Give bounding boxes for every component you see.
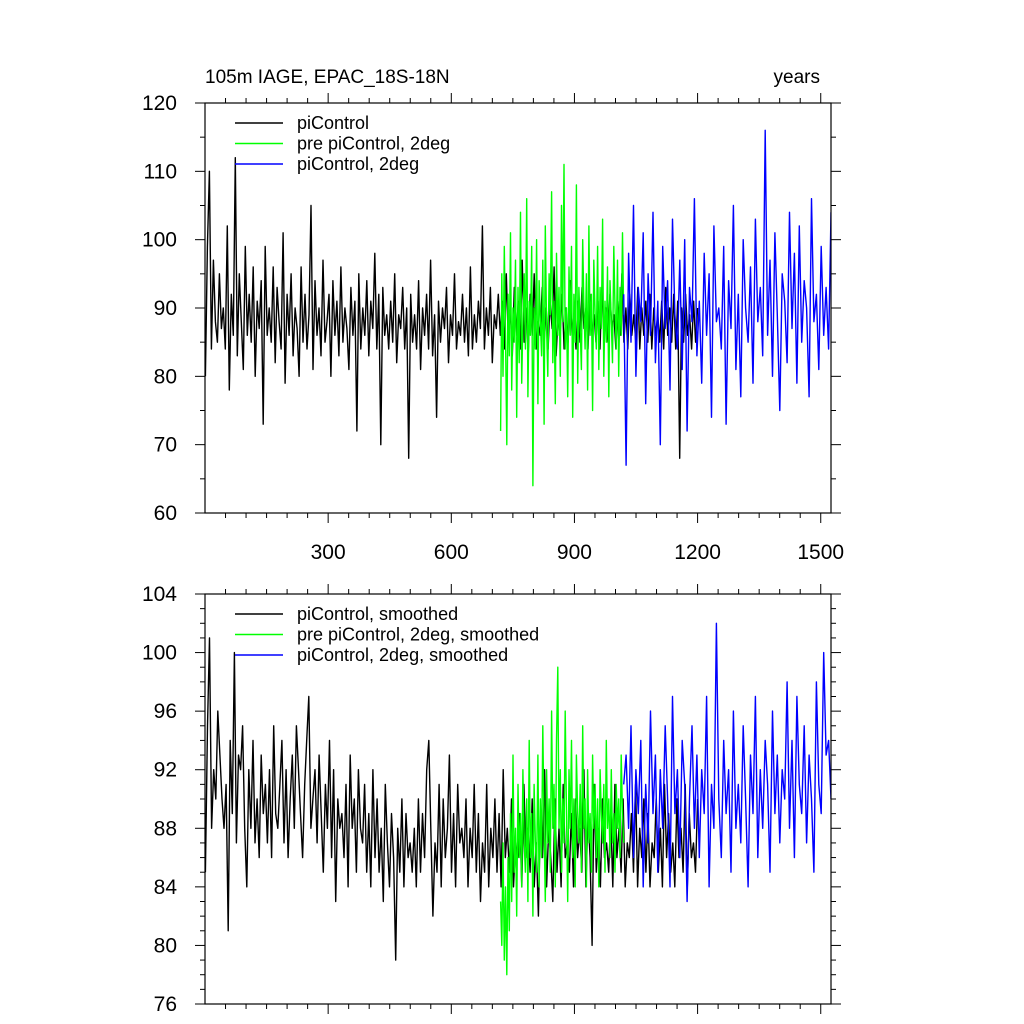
y-tick-label: 84: [154, 876, 178, 899]
y-tick-label: 80: [154, 934, 177, 957]
y-tick-label: 90: [154, 297, 177, 320]
x-axis-unit-label: years: [774, 67, 820, 88]
y-tick-label: 80: [154, 365, 177, 388]
series-line-piControl_2deg: [623, 622, 831, 903]
bottom-panel: 76 80 84 88 92 96 100 104 piControl, smoothedpre…: [142, 583, 841, 1016]
legend-label: piControl, smoothed: [297, 604, 458, 624]
y-tick-label: 100: [142, 229, 177, 252]
x-tick-label: 1200: [674, 541, 721, 564]
figure-title: 105m IAGE, EPAC_18S-18N: [205, 67, 450, 88]
legend-label: piControl, 2deg, smoothed: [297, 645, 508, 665]
series-line-piControl_2deg: [623, 129, 831, 466]
legend-label: piControl: [297, 113, 369, 133]
y-tick-label: 92: [154, 759, 177, 782]
x-tick-label: 300: [311, 541, 346, 564]
y-tick-label: 88: [154, 817, 177, 840]
y-tick-label: 110: [144, 160, 177, 183]
y-tick-label: 120: [142, 92, 177, 115]
x-tick-label: 900: [557, 541, 592, 564]
legend-label: pre piControl, 2deg, smoothed: [297, 625, 539, 645]
series-line-pre_piControl_2deg: [499, 163, 625, 487]
legend-label: piControl, 2deg: [297, 154, 419, 174]
y-tick-label: 70: [154, 434, 177, 457]
y-tick-label: 96: [154, 700, 177, 723]
y-tick-label: 104: [142, 583, 177, 606]
y-tick-label: 100: [142, 642, 177, 665]
y-tick-label: 60: [154, 502, 177, 525]
x-tick-label: 1500: [797, 541, 844, 564]
legend-label: pre piControl, 2deg: [297, 134, 450, 154]
y-tick-label: 76: [154, 993, 177, 1016]
top-panel: 300 600 900 1200 1500 60 70 80 90 100 110 120 piCont…: [142, 92, 844, 564]
series-group: [205, 622, 831, 976]
x-tick-label: 600: [434, 541, 469, 564]
series-group: [205, 129, 831, 487]
series-line-pre_piControl_2deg: [499, 666, 625, 976]
